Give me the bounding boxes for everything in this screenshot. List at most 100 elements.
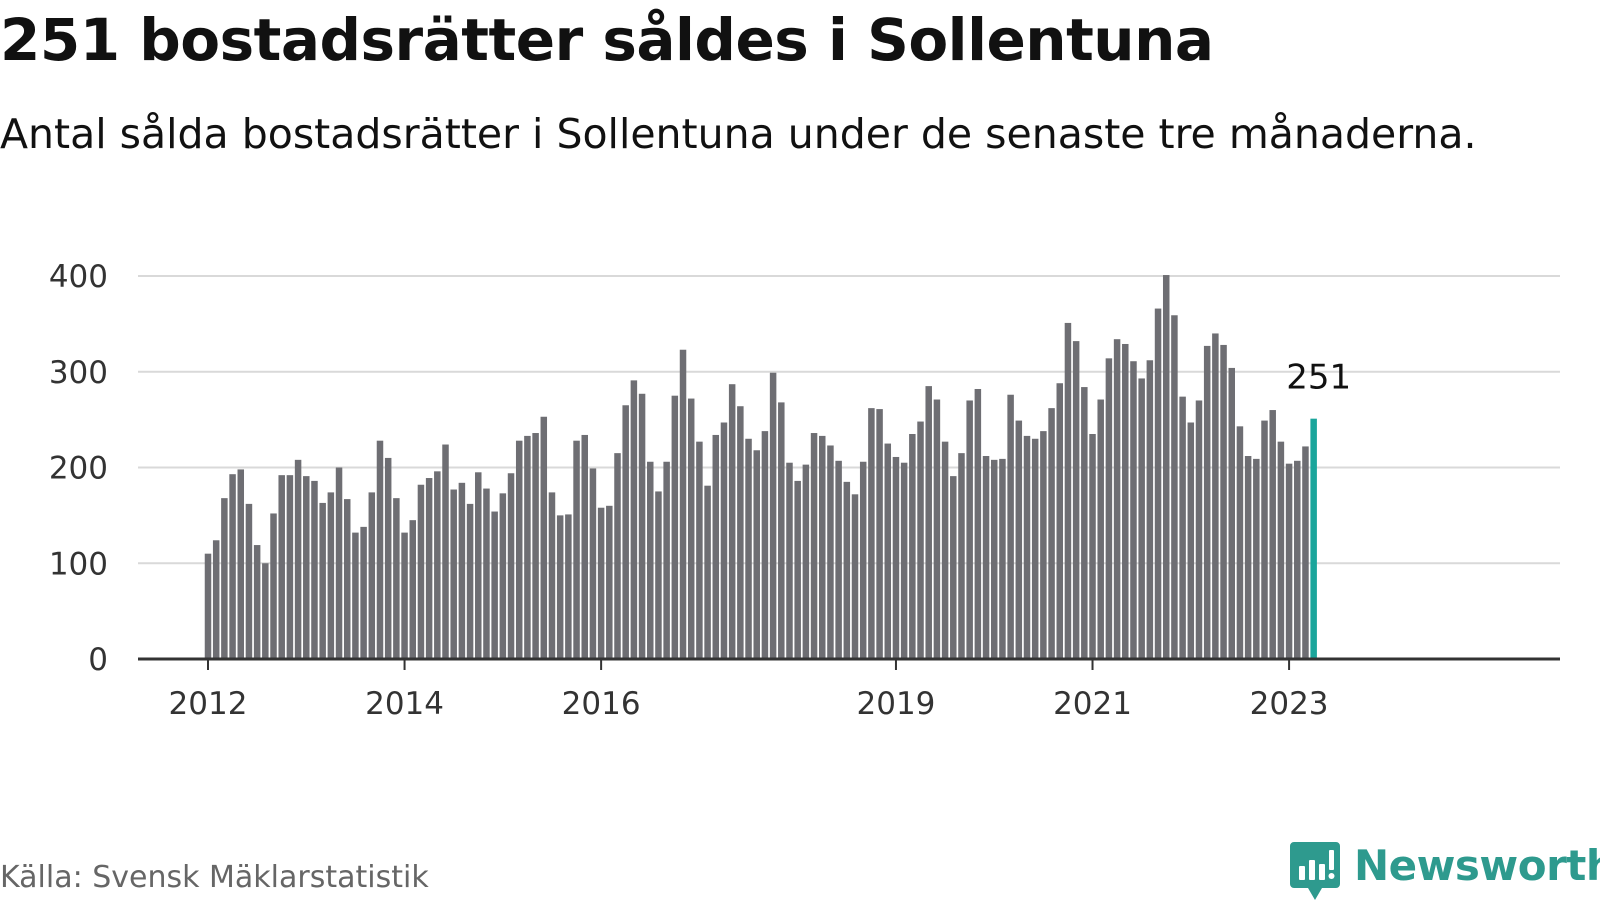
bar [655,491,662,659]
x-axis: 2012 2014 2016 2019 2021 2023 [138,657,1560,722]
bar [638,393,646,659]
bar [704,485,711,659]
bar [515,440,523,659]
bar [245,503,253,659]
bar [434,471,441,659]
bar [851,494,859,659]
bar [1023,435,1031,659]
bar [1261,420,1268,659]
bar [917,421,924,659]
bar [450,489,457,659]
bar [1236,426,1244,659]
bar [1146,360,1154,659]
bar [581,434,588,659]
bar [679,349,687,659]
bar [1097,399,1104,659]
bar [286,475,294,659]
bar [409,520,416,659]
bar [237,469,245,659]
bar [1220,344,1227,659]
bar [1007,394,1014,659]
x-tick-label: 2021 [1053,686,1132,722]
bar [802,464,810,659]
bar [859,461,867,659]
bar [900,462,908,659]
bar [786,462,793,659]
bar [352,532,359,659]
bar [1072,341,1080,659]
bar [728,384,736,659]
bar [1154,308,1162,659]
bar [1064,322,1072,659]
bar [401,532,408,659]
bar-highlight [1310,418,1317,659]
bar [1285,463,1293,659]
bar [745,438,752,659]
bar [384,457,392,659]
bar [794,480,801,659]
bar [491,511,498,659]
bar [556,515,564,660]
bar [687,398,695,659]
bar [1130,361,1137,659]
brand-name: Newsworthy [1354,841,1600,890]
bar [1212,333,1219,659]
bar [573,440,580,659]
bar [565,514,572,659]
bar [614,453,621,659]
bar [343,499,351,659]
x-tick-label: 2019 [857,686,936,722]
bar [458,482,466,659]
bar [507,473,515,659]
bar [1122,343,1129,659]
y-tick-label: 100 [49,546,108,582]
bar [1138,378,1145,659]
bar [876,409,883,659]
bar [868,408,875,659]
bar [712,434,720,659]
bar [1277,441,1285,659]
bar [630,380,638,659]
bar [221,498,228,659]
bar [548,492,556,659]
bar [532,433,539,659]
bar [999,458,1006,659]
bar [204,553,212,659]
chart-subtitle: Antal sålda bostadsrätter i Sollentuna u… [0,110,1477,158]
newsworthy-logo: Newsworthy [1290,842,1600,902]
bar [442,444,449,659]
bar [262,563,269,659]
bar [1015,420,1023,659]
bar [1187,422,1195,659]
bar [606,505,613,659]
bar [417,484,425,659]
bar [229,474,236,659]
bar [270,513,277,659]
bar [892,456,900,659]
x-tick-label: 2014 [365,686,444,722]
chart-title: 251 bostadsrätter såldes i Sollentuna [0,6,1214,74]
bar [376,440,384,659]
bar [1203,345,1211,659]
bar [393,498,400,659]
bar [483,488,490,659]
x-tick-label: 2016 [562,686,641,722]
bar [1294,460,1301,659]
bar [1179,396,1186,659]
bar [1031,438,1039,659]
bar [1269,410,1276,659]
bar [925,386,932,659]
bar [819,435,826,659]
bar [737,406,744,659]
newsworthy-logo-icon [1290,842,1340,900]
bar [1195,400,1203,659]
bar [319,502,326,659]
x-tick-label: 2012 [169,686,248,722]
bar [1040,431,1047,659]
bar [769,372,777,659]
bar [982,456,990,659]
bar [1113,339,1121,659]
y-tick-label: 300 [49,355,108,391]
bar [294,459,302,659]
bar [974,388,982,659]
